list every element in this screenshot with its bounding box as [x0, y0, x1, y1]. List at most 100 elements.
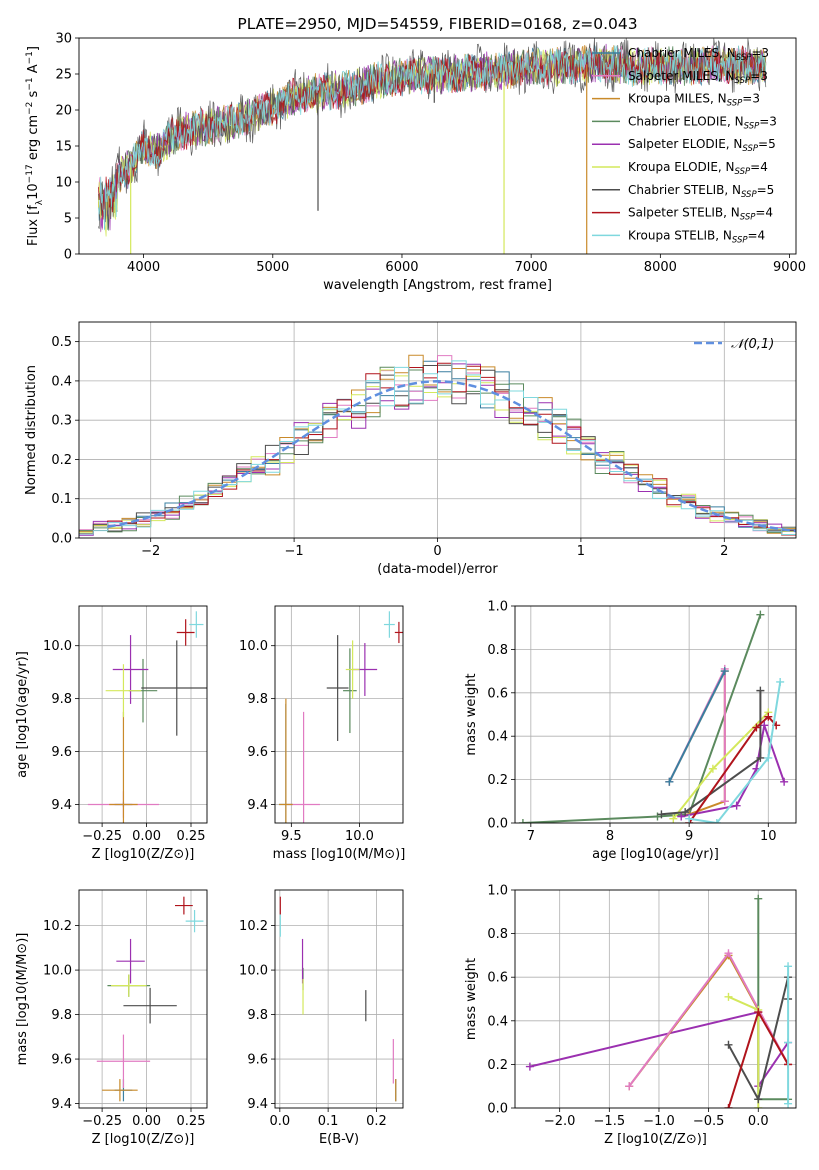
weight-marker: [625, 1082, 634, 1091]
x-tick-label: −0.25: [82, 1114, 122, 1129]
axes-frame: [78, 321, 797, 539]
x-tick-label: 10.0: [345, 829, 374, 844]
x-axis-label: Z [log10(Z/Z⊙)]: [604, 1132, 707, 1147]
error-bars: [279, 896, 397, 1102]
y-tick-label: 5: [64, 212, 72, 227]
x-axis-label: E(B-V): [319, 1132, 359, 1147]
error-bars: [279, 611, 403, 823]
weight-marker: [732, 801, 741, 810]
y-tick-label: 9.8: [247, 1008, 268, 1023]
legend-label-part: Chabrier STELIB, N: [628, 183, 741, 197]
chart-title: PLATE=2950, MJD=54559, FIBERID=0168, z=0…: [237, 15, 637, 33]
y-tick-label: 0.0: [487, 817, 508, 832]
legend-label-part: Kroupa MILES, N: [628, 92, 727, 106]
x-tick-label: 1: [577, 544, 585, 559]
legend-label-part: =4: [755, 206, 773, 220]
axes-frame: [274, 889, 404, 1109]
legend-label-part: SSP: [740, 213, 756, 223]
y-tick-label: 0.6: [487, 686, 508, 701]
y-tick-label: 0.8: [487, 643, 508, 658]
y-tick-label: 0.8: [487, 927, 508, 942]
y-tick-label: 0.0: [51, 532, 72, 547]
weight-marker: [784, 962, 793, 971]
z-mass-panel: −0.25 0.00 0.25 9.4 9.6 9.8 10.0 10.2 Z [log10(Z…: [15, 889, 208, 1147]
weight-marker: [776, 677, 785, 686]
weight-marker: [712, 819, 721, 823]
y-axis-label: age [log10(age/yr)]: [15, 651, 30, 778]
x-tick-label: −2.0: [544, 1114, 576, 1129]
y-tick-label: 10.0: [43, 964, 72, 979]
weight-marker: [657, 810, 666, 819]
y-tick-label: 0: [64, 248, 72, 263]
weight-marker: [720, 797, 729, 806]
y-tick-label: 9.6: [247, 745, 268, 760]
axes-frame: [78, 889, 208, 1109]
weight-marker: [724, 949, 733, 958]
x-tick-label: 10: [760, 829, 777, 844]
weight-lines: [525, 894, 793, 1108]
legend-label-part: Kroupa STELIB, N: [628, 228, 732, 242]
y-tick-label: 0.0: [487, 1102, 508, 1117]
x-tick-label: 9000: [773, 260, 806, 275]
x-axis-label: Z [log10(Z/Z⊙)]: [92, 847, 195, 862]
legend-label: Chabrier ELODIE, NSSP=3: [628, 114, 777, 131]
weight-marker: [784, 1099, 793, 1108]
legend-label-part: SSP: [732, 235, 748, 245]
y-axis-label-part: ]: [26, 46, 41, 51]
legend-label: Chabrier MILES, NSSP=3: [628, 46, 769, 63]
y-tick-label: 0.3: [51, 414, 72, 429]
legend-label-part: =3: [742, 92, 760, 106]
x-tick-label: 4000: [127, 260, 160, 275]
y-axis-label-part: −17: [25, 164, 35, 183]
weight-marker: [525, 1062, 534, 1071]
y-tick-label: 0.2: [487, 1058, 508, 1073]
weight-marker: [518, 819, 527, 823]
y-tick-label: 0.4: [487, 730, 508, 745]
z-weight-panel: −2.0 −1.5 −1.0 −0.5 0.0 0.0 0.2 0.4 0.6 0.8 1.0 Z […: [464, 884, 797, 1147]
weight-marker: [756, 686, 765, 695]
weight-marker: [752, 723, 761, 732]
x-tick-label: 0.25: [177, 829, 206, 844]
legend-label-part: SSP: [744, 121, 760, 131]
y-tick-label: 1.0: [487, 600, 508, 615]
weight-marker: [724, 992, 733, 1001]
legend-label-part: Salpeter MILES, N: [628, 69, 735, 83]
x-tick-label: 7: [527, 829, 535, 844]
x-tick-label: 0.0: [269, 1114, 290, 1129]
x-tick-label: 0.00: [132, 1114, 161, 1129]
x-axis-label: (data-model)/error: [377, 562, 498, 577]
axes-frame: [78, 605, 208, 824]
y-tick-label: 0.5: [51, 335, 72, 350]
legend-label-part: =3: [750, 69, 768, 83]
y-tick-label: 9.6: [51, 1053, 72, 1068]
weight-series: [668, 670, 726, 783]
weight-marker: [685, 814, 694, 823]
y-tick-label: 10.0: [239, 964, 268, 979]
y-axis-label: mass [log10(M/M⊙)]: [15, 933, 30, 1066]
legend-label-part: SSP: [727, 99, 743, 109]
y-axis-label: mass weight: [464, 958, 479, 1040]
legend-label: Kroupa ELODIE, NSSP=4: [628, 160, 768, 177]
y-tick-label: 9.8: [247, 692, 268, 707]
age-weight-panel: 7 8 9 10 0.0 0.2 0.4 0.6 0.8 1.0 age [log10(age/yr…: [464, 600, 797, 862]
legend-label: Kroupa MILES, NSSP=3: [628, 92, 760, 109]
weight-marker: [677, 812, 686, 821]
x-tick-label: 5000: [256, 260, 289, 275]
legend-label-part: =5: [757, 183, 775, 197]
legend-label: Salpeter ELODIE, NSSP=5: [628, 137, 776, 154]
axes-frame: [514, 889, 797, 1109]
x-tick-label: 8: [606, 829, 614, 844]
histograms: [79, 354, 796, 538]
x-tick-label: −0.5: [693, 1114, 725, 1129]
y-axis-label: Normed distribution: [24, 365, 39, 495]
mass-age-panel: 9.5 10.0 9.4 9.6 9.8 10.0 mass [log10(M/M⊙)]: [239, 605, 405, 862]
spectrum-series: [98, 44, 767, 231]
legend-label-part: SSP: [741, 190, 757, 200]
y-tick-label: 10.0: [239, 639, 268, 654]
legend-label-part: Chabrier MILES, N: [628, 46, 736, 60]
error-bars: [96, 896, 204, 1102]
weight-marker: [780, 777, 789, 786]
x-tick-label: 0.00: [132, 829, 161, 844]
weight-marker: [720, 667, 729, 676]
